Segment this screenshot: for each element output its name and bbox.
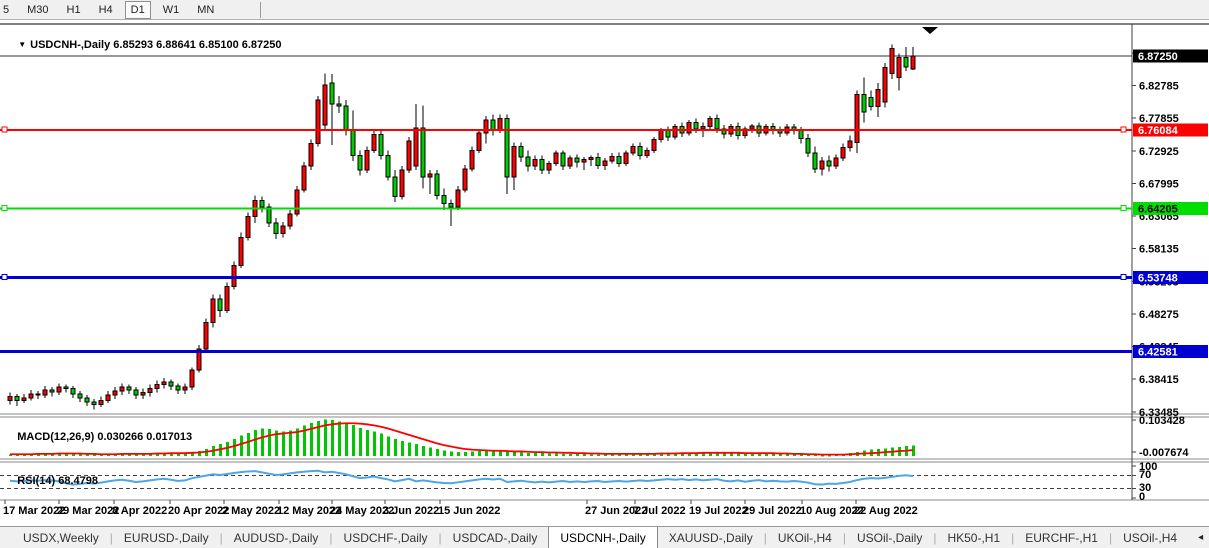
- timeframe-d1[interactable]: D1: [124, 0, 151, 19]
- svg-text:6.38415: 6.38415: [1139, 374, 1179, 386]
- svg-text:6.67995: 6.67995: [1139, 178, 1179, 190]
- svg-text:6.64205: 6.64205: [1138, 204, 1178, 216]
- svg-text:24 May 2022: 24 May 2022: [330, 505, 394, 517]
- tab-ukoil-h4[interactable]: UKOil-,H4: [777, 530, 832, 545]
- svg-text:22 Aug 2022: 22 Aug 2022: [854, 505, 918, 517]
- chart-title: ▼ USDCNH-,Daily 6.85293 6.88641 6.85100 6…: [6, 27, 282, 63]
- tab-separator: |: [329, 530, 333, 545]
- svg-text:20 Apr 2022: 20 Apr 2022: [168, 505, 229, 517]
- tab-separator: |: [842, 530, 846, 545]
- svg-text:6.76084: 6.76084: [1138, 125, 1179, 137]
- svg-text:6.77855: 6.77855: [1139, 113, 1179, 125]
- timeframe-w1[interactable]: W1: [162, 3, 180, 16]
- svg-text:15 Jun 2022: 15 Jun 2022: [438, 505, 500, 517]
- tab-hk50-h1[interactable]: HK50-,H1: [947, 530, 1001, 545]
- svg-text:0: 0: [1139, 491, 1145, 503]
- macd-values: 0.030266 0.017013: [97, 431, 193, 443]
- svg-text:17 Mar 2022: 17 Mar 2022: [3, 505, 65, 517]
- rsi-name: RSI(14): [17, 475, 56, 487]
- svg-text:6.87250: 6.87250: [1138, 51, 1178, 63]
- macd-indicator-label: MACD(12,26,9) 0.030266 0.017013: [5, 419, 192, 455]
- tab-separator: |: [1011, 530, 1015, 545]
- tab-usoil-h4[interactable]: USOil-,H4: [1123, 530, 1178, 545]
- chart-window: 6.877156.827856.778556.729256.679956.630…: [0, 20, 1209, 526]
- svg-text:8 Apr 2022: 8 Apr 2022: [112, 505, 167, 517]
- svg-text:6.53748: 6.53748: [1138, 273, 1178, 285]
- svg-text:6.33485: 6.33485: [1139, 407, 1179, 419]
- tab-eurusd-daily[interactable]: EURUSD-,Daily: [123, 530, 209, 545]
- timeframe-m30[interactable]: M30: [27, 3, 49, 16]
- dropdown-arrow-icon[interactable]: ▼: [18, 40, 27, 49]
- svg-text:6.72925: 6.72925: [1139, 146, 1179, 158]
- macd-name: MACD(12,26,9): [17, 431, 95, 443]
- svg-text:0.103428: 0.103428: [1139, 415, 1185, 427]
- timeframe-5[interactable]: 5: [3, 3, 10, 16]
- svg-text:100: 100: [1139, 461, 1157, 473]
- timeframe-toolbar: 5 M30 H1 H4 D1 W1 MN: [0, 0, 1209, 20]
- tab-separator: |: [933, 530, 937, 545]
- rsi-value: 68.4798: [58, 475, 98, 487]
- tab-usoil-daily[interactable]: USOil-,Daily: [856, 530, 923, 545]
- tab-xauusd-daily[interactable]: XAUUSD-,Daily: [668, 530, 753, 545]
- rsi-indicator-label: RSI(14) 68.4798: [5, 463, 98, 499]
- svg-text:30: 30: [1139, 482, 1151, 494]
- tab-usdcnh-daily[interactable]: USDCNH-,Daily: [548, 527, 658, 548]
- svg-text:6.58135: 6.58135: [1139, 244, 1179, 256]
- chart-symbol-label: USDCNH-,Daily: [30, 39, 111, 51]
- svg-text:70: 70: [1139, 469, 1151, 481]
- chart-ohlc-values: 6.85293 6.88641 6.85100 6.87250: [113, 39, 282, 51]
- chart-canvas[interactable]: 6.877156.827856.778556.729256.679956.630…: [0, 20, 1209, 526]
- svg-text:27 Jun 2022: 27 Jun 2022: [585, 505, 647, 517]
- tab-separator: |: [219, 530, 223, 545]
- arrow-down-marker: [922, 27, 938, 34]
- svg-text:7 Jul 2022: 7 Jul 2022: [633, 505, 686, 517]
- tab-eurchf-h1[interactable]: EURCHF-,H1: [1025, 530, 1098, 545]
- tab-separator: |: [438, 530, 442, 545]
- svg-text:29 Mar 2022: 29 Mar 2022: [57, 505, 119, 517]
- tab-separator: |: [109, 530, 113, 545]
- svg-text:6.82785: 6.82785: [1139, 81, 1179, 93]
- tab-separator: |: [1108, 530, 1113, 545]
- svg-text:19 Jul 2022: 19 Jul 2022: [689, 505, 748, 517]
- tab-usdx-weekly[interactable]: USDX,Weekly: [23, 530, 99, 545]
- svg-text:6.42581: 6.42581: [1138, 347, 1178, 359]
- toolbar-divider: [260, 1, 262, 18]
- tab-usdchf-daily[interactable]: USDCHF-,Daily: [343, 530, 428, 545]
- timeframe-h4[interactable]: H4: [98, 3, 113, 16]
- svg-text:29 Jul 2022: 29 Jul 2022: [743, 505, 802, 517]
- svg-text:3 Jun 2022: 3 Jun 2022: [383, 505, 439, 517]
- svg-text:10 Aug 2022: 10 Aug 2022: [800, 505, 864, 517]
- svg-text:-0.007674: -0.007674: [1139, 447, 1189, 459]
- symbol-tabbar: USDX,Weekly | EURUSD-,Daily | AUDUSD-,Daily |…: [0, 526, 1209, 548]
- timeframe-mn[interactable]: MN: [197, 3, 215, 16]
- svg-text:2 May 2022: 2 May 2022: [222, 505, 280, 517]
- tab-separator: |: [763, 530, 767, 545]
- tab-audusd-daily[interactable]: AUDUSD-,Daily: [233, 530, 319, 545]
- tab-usdcad-daily[interactable]: USDCAD-,Daily: [452, 530, 538, 545]
- timeframe-h1[interactable]: H1: [66, 3, 81, 16]
- svg-text:12 May 2022: 12 May 2022: [277, 505, 341, 517]
- svg-text:6.48275: 6.48275: [1139, 309, 1179, 321]
- tab-scroll-left-icon[interactable]: ◂: [1198, 532, 1204, 543]
